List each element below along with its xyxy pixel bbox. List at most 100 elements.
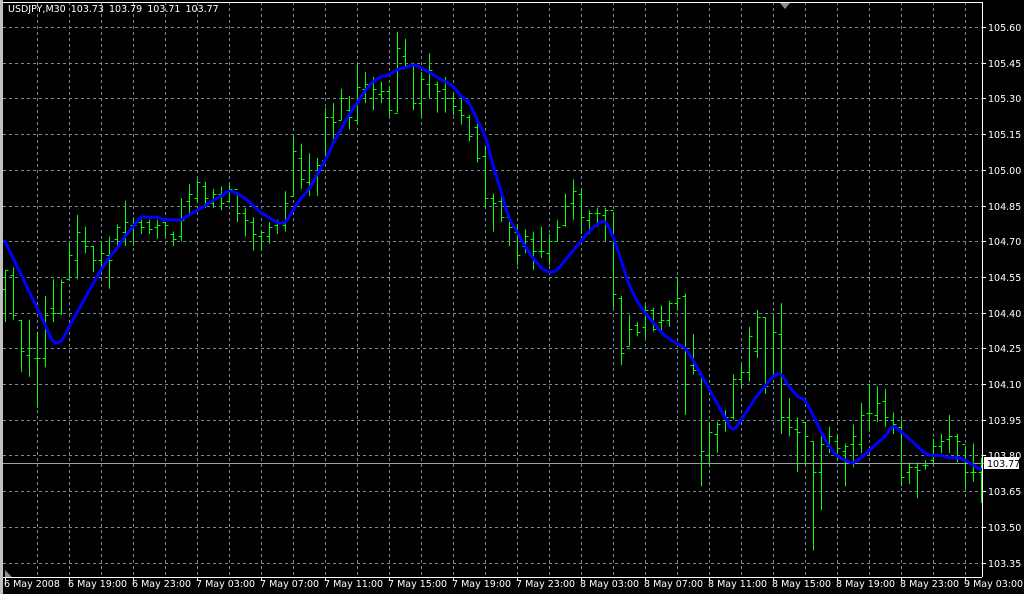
- low-value: 103.71: [147, 4, 181, 15]
- ohlc-bar: [810, 441, 817, 551]
- time-tick-label: 8 May 11:00: [708, 579, 767, 590]
- price-axis: 105.60 105.45 105.30 105.15 105.00 104.85 104.…: [982, 23, 1021, 570]
- ohlc-bar: [706, 422, 713, 468]
- price-tick-label: 103.65: [988, 487, 1021, 498]
- price-tick-label: 104.10: [988, 380, 1021, 391]
- ohlc-bar: [50, 279, 57, 323]
- ohlc-bar: [458, 96, 465, 125]
- ohlc-bar: [298, 143, 305, 189]
- ohlc-bar: [802, 422, 809, 465]
- ohlc-bar: [434, 81, 441, 113]
- ohlc-bar: [946, 414, 953, 454]
- price-tick-label: 103.50: [988, 523, 1021, 534]
- ohlc-bar: [474, 117, 481, 163]
- ohlc-bar: [162, 222, 169, 237]
- ohlc-bar: [970, 443, 977, 482]
- ohlc-bar: [250, 217, 257, 251]
- price-tick-label: 103.80: [988, 451, 1021, 462]
- chart-frame: [0, 0, 983, 594]
- grid: [3, 2, 982, 577]
- time-axis: 6 May 2008 6 May 19:00 6 May 23:00 7 May 03…: [4, 577, 1023, 590]
- ohlc-bar: [866, 384, 873, 432]
- time-tick-label: 7 May 03:00: [196, 579, 255, 590]
- time-tick-label: 6 May 23:00: [132, 579, 191, 590]
- ohlc-bar: [258, 231, 265, 251]
- ohlc-bar: [690, 334, 697, 375]
- ohlc-bar: [922, 460, 929, 470]
- ohlc-bar: [890, 412, 897, 434]
- ohlc-bar: [42, 295, 49, 368]
- ohlc-bar: [466, 115, 473, 142]
- ohlc-bar: [330, 103, 337, 139]
- ohlc-bar: [858, 403, 865, 454]
- ohlc-bar: [930, 438, 937, 465]
- time-tick-label: 6 May 19:00: [68, 579, 127, 590]
- ohlc-bar: [34, 331, 41, 408]
- ohlc-bar: [730, 374, 737, 420]
- ohlc-bar: [778, 303, 785, 434]
- ohlc-bar: [754, 310, 761, 358]
- current-price-text: 103.77: [987, 459, 1020, 470]
- price-tick-label: 105.45: [988, 59, 1021, 70]
- ohlc-bar: [658, 305, 665, 332]
- ohlc-bar: [226, 184, 233, 204]
- ohlc-bar: [962, 444, 969, 489]
- scroll-end-marker-icon: [5, 570, 12, 577]
- ohlc-bar: [282, 191, 289, 232]
- ohlc-bar: [682, 293, 689, 415]
- ohlc-bar: [482, 146, 489, 208]
- time-tick-label: 9 May 03:00: [964, 579, 1023, 590]
- price-tick-label: 104.55: [988, 273, 1021, 284]
- moving-average-line: [3, 63, 983, 472]
- ohlc-bar: [674, 276, 681, 311]
- ohlc-bar: [170, 231, 177, 246]
- ohlc-bar: [562, 193, 569, 227]
- ohlc-bar: [90, 245, 97, 273]
- ohlc-bar: [842, 443, 849, 487]
- current-price-label: 103.77: [984, 457, 1020, 470]
- chart-header: USDJPY,M30 103.73 103.79 103.71 103.77: [8, 4, 224, 15]
- ohlc-bar: [194, 179, 201, 204]
- price-tick-label: 104.85: [988, 202, 1021, 213]
- ohlc-bar: [546, 234, 553, 265]
- close-value: 103.77: [185, 4, 219, 15]
- price-tick-label: 105.15: [988, 130, 1021, 141]
- open-value: 103.73: [70, 4, 104, 15]
- price-tick-label: 103.35: [988, 559, 1021, 570]
- ohlc-bar: [554, 219, 561, 242]
- ohlc-bar: [738, 364, 745, 389]
- price-tick-label: 103.95: [988, 416, 1021, 427]
- ohlc-bar: [978, 457, 985, 503]
- time-tick-label: 6 May 2008: [4, 579, 60, 590]
- ohlc-bar: [746, 326, 753, 382]
- time-tick-label: 8 May 07:00: [644, 579, 703, 590]
- ohlc-bar: [82, 226, 89, 254]
- ohlc-bar: [10, 267, 17, 320]
- time-tick-label: 8 May 23:00: [900, 579, 959, 590]
- ohlc-bar: [66, 243, 73, 280]
- ohlc-bar: [122, 200, 129, 246]
- ohlc-bar: [186, 184, 193, 216]
- ohlc-bar: [818, 436, 825, 511]
- ohlc-bar: [154, 219, 161, 239]
- ohlc-bar: [850, 424, 857, 468]
- chart-shift-marker-icon[interactable]: [780, 3, 790, 9]
- ohlc-bar: [538, 226, 545, 258]
- ohlc-bar: [354, 62, 361, 125]
- ohlc-bar: [578, 188, 585, 235]
- ohlc-bar: [714, 422, 721, 454]
- ohlc-bar: [266, 222, 273, 244]
- ohlc-bar: [426, 53, 433, 99]
- ohlc-bar: [618, 295, 625, 365]
- ohlc-bar: [242, 207, 249, 237]
- symbol-timeframe: USDJPY,M30: [8, 4, 66, 15]
- time-tick-label: 7 May 19:00: [452, 579, 511, 590]
- price-tick-label: 105.30: [988, 94, 1021, 105]
- ohlc-bar: [882, 388, 889, 427]
- ohlc-bar: [874, 386, 881, 423]
- ohlc-bar: [610, 210, 617, 308]
- ohlc-bar: [794, 417, 801, 473]
- ohlc-bar: [386, 86, 393, 118]
- ohlc-bar: [770, 314, 777, 378]
